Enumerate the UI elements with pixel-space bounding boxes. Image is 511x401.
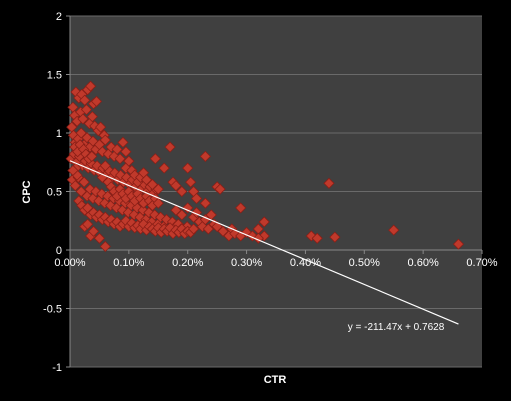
x-tick-label: 0.20% xyxy=(172,257,203,269)
data-point xyxy=(149,153,161,165)
data-point xyxy=(80,104,93,116)
x-axis-title: CTR xyxy=(264,374,287,386)
data-point xyxy=(75,185,87,198)
data-points xyxy=(65,80,465,253)
data-point xyxy=(146,178,158,191)
data-point xyxy=(90,95,103,107)
data-point xyxy=(170,180,182,192)
data-point xyxy=(77,113,89,125)
data-point xyxy=(120,146,132,158)
x-tick-label: 0.10% xyxy=(113,257,144,269)
data-point xyxy=(67,164,79,177)
data-point xyxy=(123,155,135,167)
data-point xyxy=(182,162,194,174)
y-tick-label: 2 xyxy=(56,11,62,23)
y-tick-label: 1 xyxy=(56,128,62,140)
trendline xyxy=(69,160,459,325)
data-point xyxy=(93,232,105,244)
data-point xyxy=(176,185,188,198)
data-point xyxy=(258,216,270,228)
x-tick-label: 0.30% xyxy=(231,257,262,269)
y-tick-label: 0 xyxy=(56,245,62,257)
data-point xyxy=(452,238,465,250)
data-point xyxy=(199,197,211,209)
trendline-equation: y = -211.47x + 0.7628 xyxy=(348,322,445,333)
data-point xyxy=(117,136,129,148)
data-point xyxy=(176,209,188,221)
data-point xyxy=(79,94,91,106)
x-tick-label: 0.70% xyxy=(466,257,497,269)
data-point xyxy=(152,183,164,195)
data-point xyxy=(78,176,90,188)
data-point xyxy=(99,134,111,146)
data-point xyxy=(152,197,164,209)
data-point xyxy=(202,223,214,235)
data-point xyxy=(311,232,323,244)
data-point xyxy=(164,141,176,153)
data-point xyxy=(329,231,341,243)
data-point xyxy=(95,121,107,133)
data-point xyxy=(111,143,123,155)
x-tick-labels: 0.00% 0.10% 0.20% 0.30% 0.40% 0.50% 0.60% 0.70% xyxy=(54,257,497,269)
data-point xyxy=(87,225,100,237)
data-point xyxy=(140,174,153,186)
axes xyxy=(66,15,483,368)
x-tick-label: 0.00% xyxy=(54,257,85,269)
y-tick-labels: -1 -0.5 0 0.5 1 1.5 2 xyxy=(43,11,62,374)
y-tick-label: 1.5 xyxy=(47,70,62,82)
data-point xyxy=(158,162,170,174)
x-tick-label: 0.60% xyxy=(408,257,439,269)
data-point xyxy=(99,160,111,172)
data-point xyxy=(199,150,211,162)
data-point xyxy=(114,153,126,165)
data-point xyxy=(69,180,81,192)
data-point xyxy=(190,192,203,205)
data-point xyxy=(170,204,182,216)
data-point xyxy=(214,183,226,195)
x-tick-label: 0.40% xyxy=(290,257,321,269)
data-point xyxy=(75,127,87,139)
y-tick-label: -0.5 xyxy=(43,304,62,316)
data-point xyxy=(188,223,200,235)
y-tick-label: -1 xyxy=(52,362,62,374)
data-point xyxy=(185,176,197,188)
data-point xyxy=(182,202,194,214)
trendline-group: y = -211.47x + 0.7628 xyxy=(69,160,459,333)
data-point xyxy=(82,218,94,230)
data-point xyxy=(246,230,259,242)
data-point xyxy=(120,162,132,174)
y-axis-title: CPC xyxy=(21,180,33,203)
data-point xyxy=(86,111,98,123)
data-point xyxy=(85,80,97,92)
x-tick-label: 0.50% xyxy=(349,257,380,269)
data-point xyxy=(323,177,335,189)
data-point xyxy=(235,202,247,214)
data-point xyxy=(217,225,229,237)
data-point xyxy=(86,150,98,162)
data-point xyxy=(99,240,111,253)
y-tick-label: 0.5 xyxy=(47,187,62,199)
data-point xyxy=(388,224,400,236)
